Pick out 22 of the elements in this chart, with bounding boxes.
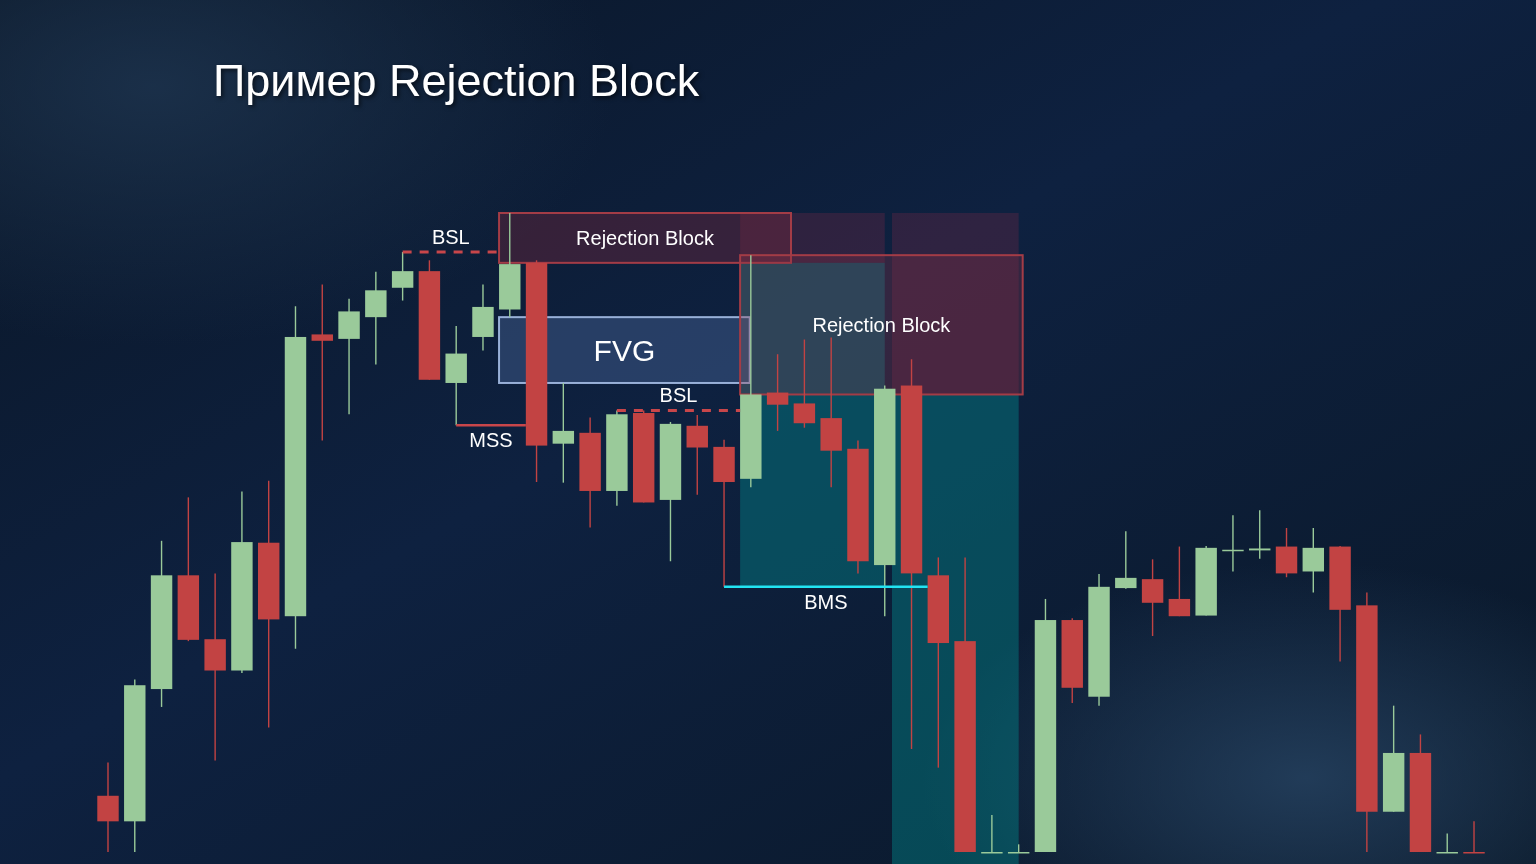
candlestick xyxy=(311,283,333,442)
ref-line-label: BSL xyxy=(431,225,470,248)
candlestick xyxy=(1141,558,1164,637)
annotation: Rejection Block xyxy=(576,226,715,249)
annotation: Rejection Block xyxy=(812,313,952,336)
candlestick xyxy=(1249,509,1271,560)
candlestick xyxy=(981,814,1003,854)
candlestick xyxy=(1168,545,1191,617)
candlestick xyxy=(552,382,575,484)
ref-line-label: MSS xyxy=(469,429,513,452)
candlestick xyxy=(1115,530,1137,590)
candlestick xyxy=(766,353,789,432)
ref-line-label: BSL xyxy=(659,384,698,407)
candlestick xyxy=(1302,527,1325,594)
annotation: FVG xyxy=(593,333,656,367)
candlestick xyxy=(1463,820,1485,854)
candlestick xyxy=(1436,832,1458,854)
candlestick xyxy=(391,251,414,302)
candlestick xyxy=(793,338,816,429)
ref-line-label: BMS xyxy=(804,590,848,613)
candlestick xyxy=(686,414,708,496)
chart-title: Пример Rejection Block xyxy=(213,55,700,106)
